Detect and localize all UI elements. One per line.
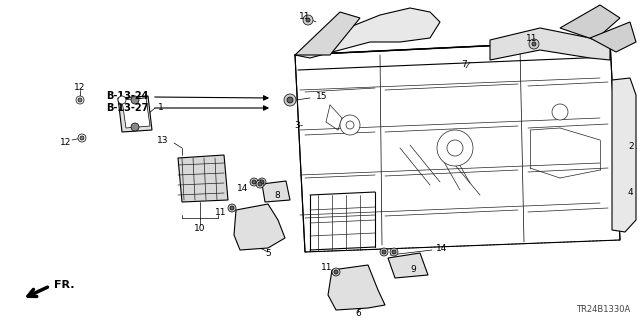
Text: FR.: FR. xyxy=(54,280,74,290)
Circle shape xyxy=(332,268,340,276)
Polygon shape xyxy=(118,96,152,132)
Text: 6: 6 xyxy=(355,309,361,318)
Text: 10: 10 xyxy=(195,223,205,233)
Circle shape xyxy=(256,180,264,188)
Circle shape xyxy=(334,270,338,274)
Circle shape xyxy=(250,178,258,186)
Text: 11: 11 xyxy=(214,207,226,217)
Circle shape xyxy=(228,204,236,212)
Text: 14: 14 xyxy=(237,183,248,193)
Circle shape xyxy=(230,206,234,210)
Text: 14: 14 xyxy=(436,244,447,252)
Text: 8: 8 xyxy=(274,190,280,199)
Circle shape xyxy=(552,104,568,120)
Circle shape xyxy=(340,115,360,135)
Text: 1: 1 xyxy=(158,102,164,111)
Text: 12: 12 xyxy=(60,138,72,147)
Circle shape xyxy=(258,182,262,186)
Circle shape xyxy=(258,178,266,186)
Polygon shape xyxy=(490,28,610,60)
Polygon shape xyxy=(178,155,228,202)
Circle shape xyxy=(76,96,84,104)
Circle shape xyxy=(78,98,82,102)
Circle shape xyxy=(131,123,139,131)
Polygon shape xyxy=(234,204,285,250)
Polygon shape xyxy=(295,12,360,55)
Text: 4: 4 xyxy=(628,188,634,196)
Text: 11: 11 xyxy=(300,12,311,20)
Polygon shape xyxy=(388,253,428,278)
Circle shape xyxy=(78,134,86,142)
Polygon shape xyxy=(295,40,620,252)
Circle shape xyxy=(346,121,354,129)
Polygon shape xyxy=(328,265,385,310)
Text: 12: 12 xyxy=(74,83,86,92)
Circle shape xyxy=(306,18,310,22)
Circle shape xyxy=(284,94,296,106)
Circle shape xyxy=(252,180,256,184)
Circle shape xyxy=(382,250,386,254)
Circle shape xyxy=(532,42,536,46)
Text: 11: 11 xyxy=(321,263,332,273)
Circle shape xyxy=(131,96,139,104)
Circle shape xyxy=(437,130,473,166)
Circle shape xyxy=(287,97,293,103)
Circle shape xyxy=(80,136,84,140)
Text: TR24B1330A: TR24B1330A xyxy=(576,305,630,314)
Text: 9: 9 xyxy=(410,266,416,275)
Circle shape xyxy=(260,180,264,184)
Circle shape xyxy=(392,250,396,254)
Text: 13: 13 xyxy=(157,135,168,145)
Text: 2: 2 xyxy=(628,141,634,150)
Text: 11: 11 xyxy=(526,34,538,43)
Text: 15: 15 xyxy=(316,92,328,100)
Text: B-13-27: B-13-27 xyxy=(106,103,148,113)
Text: 5: 5 xyxy=(265,250,271,259)
Circle shape xyxy=(380,248,388,256)
Polygon shape xyxy=(122,98,150,128)
Text: 7: 7 xyxy=(461,60,467,68)
Circle shape xyxy=(390,248,398,256)
Circle shape xyxy=(118,96,126,104)
Circle shape xyxy=(447,140,463,156)
Circle shape xyxy=(529,39,539,49)
Polygon shape xyxy=(262,181,290,202)
Polygon shape xyxy=(590,22,636,52)
Text: 3: 3 xyxy=(294,121,300,130)
Polygon shape xyxy=(560,5,620,40)
Circle shape xyxy=(303,15,313,25)
Polygon shape xyxy=(295,8,440,58)
Polygon shape xyxy=(612,78,636,232)
Text: B-13-24: B-13-24 xyxy=(106,91,148,101)
